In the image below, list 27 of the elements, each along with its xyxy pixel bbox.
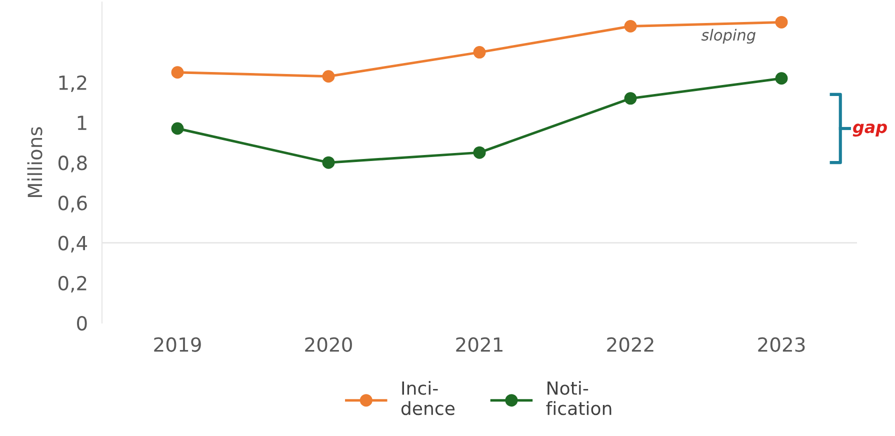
- point: [322, 156, 335, 169]
- point: [775, 72, 788, 85]
- y-tick-label: 0: [77, 316, 87, 331]
- y-tick-label: 1: [78, 116, 86, 130]
- point: [473, 146, 486, 159]
- x-tick-label: 2023: [758, 337, 805, 352]
- y-tick-label: 0,2: [58, 276, 86, 293]
- y-tick-label: 0,8: [58, 156, 87, 172]
- y-axis-title: Millions: [27, 127, 42, 198]
- point: [775, 16, 788, 28]
- point: [322, 70, 335, 83]
- point: [171, 122, 184, 135]
- y-tick-label: 0,6: [58, 196, 87, 212]
- point: [624, 20, 637, 32]
- point: [624, 92, 637, 105]
- x-tick-label: 2019: [154, 337, 201, 352]
- point: [473, 46, 486, 59]
- y-tick-label: 1,2: [59, 75, 86, 92]
- x-tick-label: 2021: [456, 337, 502, 352]
- point: [171, 66, 184, 79]
- y-tick-label: 0,4: [58, 236, 88, 252]
- x-tick-label: 2020: [305, 337, 352, 352]
- legend-label: Inci- dence: [401, 380, 455, 416]
- annotation: sloping: [701, 28, 756, 44]
- x-tick-label: 2022: [607, 337, 654, 352]
- legend-label: Noti- fication: [546, 380, 612, 416]
- annotation: gap: [852, 124, 887, 137]
